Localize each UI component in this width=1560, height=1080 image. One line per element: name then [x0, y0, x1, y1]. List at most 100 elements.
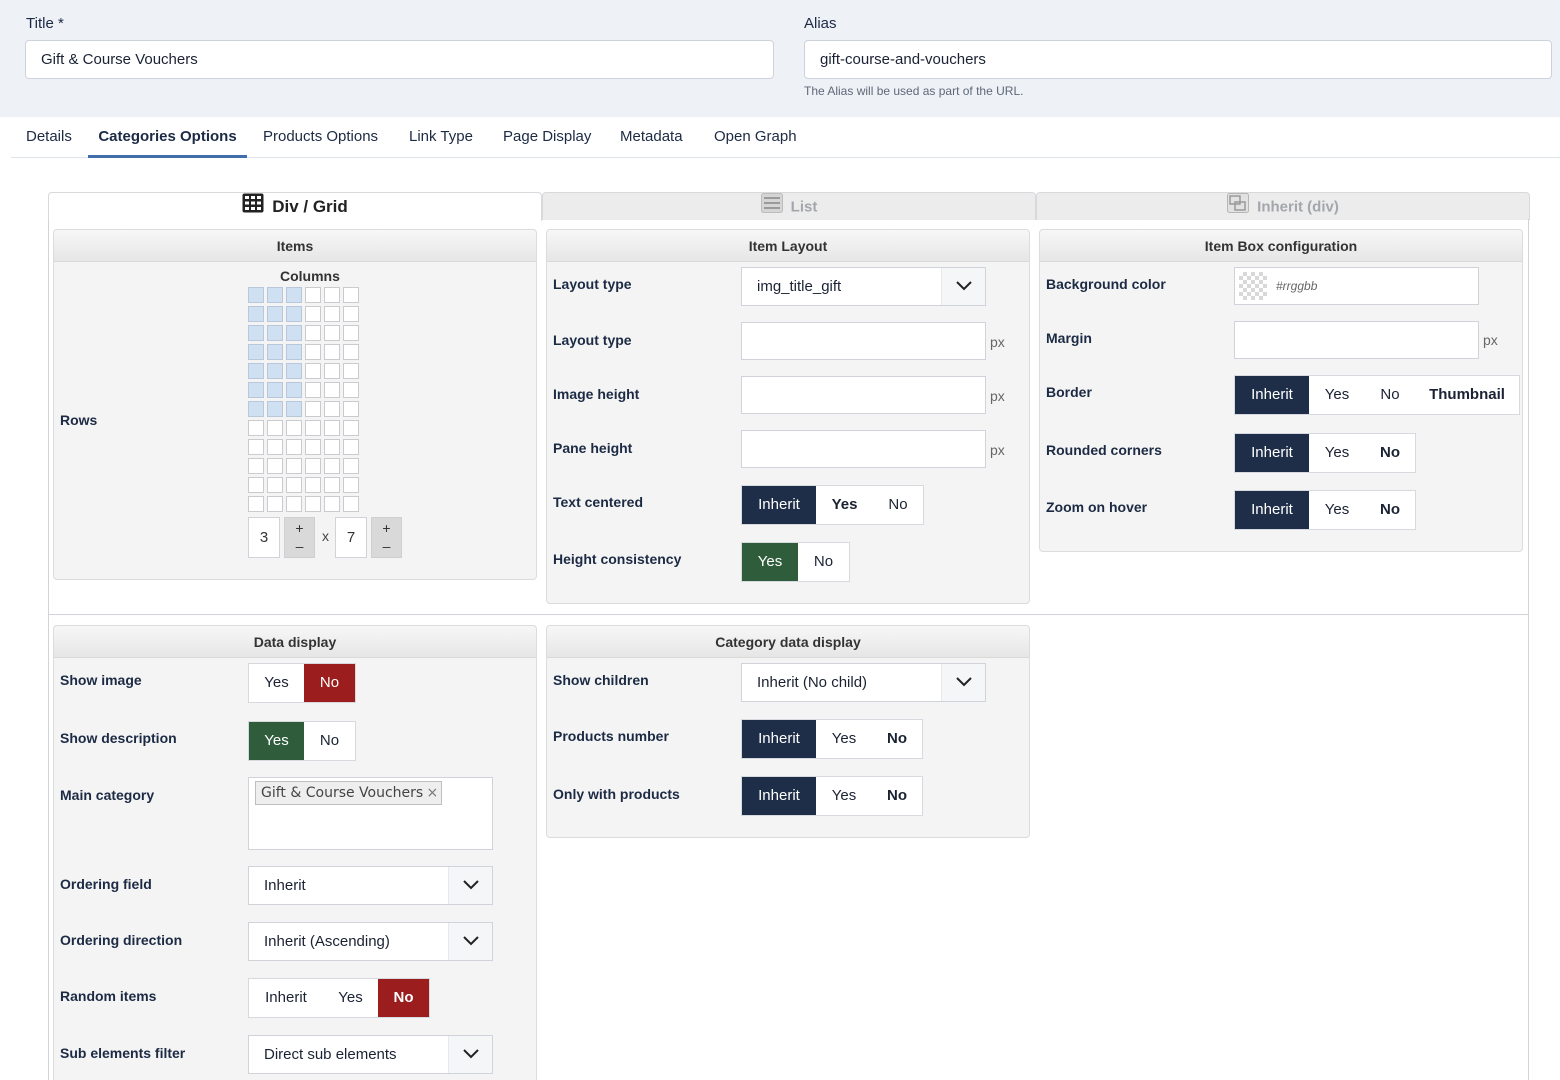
tab-metadata[interactable]: Metadata [620, 128, 683, 145]
grid-cell[interactable] [305, 287, 321, 303]
grid-cell[interactable] [343, 477, 359, 493]
no-button[interactable]: No [1380, 444, 1400, 461]
grid-cell[interactable] [248, 477, 264, 493]
grid-cell[interactable] [267, 439, 283, 455]
alias-input[interactable]: gift-course-and-vouchers [804, 40, 1552, 79]
grid-cell[interactable] [324, 401, 340, 417]
grid-cell[interactable] [305, 325, 321, 341]
grid-cell[interactable] [343, 458, 359, 474]
layout-type-2-input[interactable] [741, 322, 986, 360]
no-button[interactable]: No [319, 732, 340, 749]
grid-cell[interactable] [324, 344, 340, 360]
ordering-field-select[interactable]: Inherit [248, 866, 493, 905]
tab-page-display[interactable]: Page Display [503, 128, 592, 145]
inherit-button[interactable]: Inherit [265, 989, 307, 1006]
yes-button[interactable]: Yes [831, 787, 857, 804]
grid-cell[interactable] [305, 439, 321, 455]
minus-icon[interactable]: – [295, 538, 304, 554]
grid-cell[interactable] [248, 458, 264, 474]
tab-link-type[interactable]: Link Type [409, 128, 473, 145]
grid-cell[interactable] [286, 325, 302, 341]
grid-cell[interactable] [343, 382, 359, 398]
margin-input[interactable] [1234, 321, 1479, 359]
tab-categories-options[interactable]: Categories Options [88, 117, 247, 158]
grid-cell[interactable] [286, 287, 302, 303]
grid-cell[interactable] [343, 420, 359, 436]
grid-cell[interactable] [305, 477, 321, 493]
grid-cell[interactable] [248, 344, 264, 360]
yes-button[interactable]: Yes [1324, 444, 1350, 461]
chevron-down-icon[interactable] [941, 664, 985, 701]
rows-stepper[interactable]: + – [371, 517, 402, 558]
tab-products-options[interactable]: Products Options [263, 128, 379, 145]
yes-button[interactable]: Yes [742, 543, 798, 581]
chevron-down-icon[interactable] [448, 867, 492, 904]
ordering-direction-select[interactable]: Inherit (Ascending) [248, 922, 493, 961]
rows-count[interactable]: 7 [335, 517, 367, 558]
tab-open-graph[interactable]: Open Graph [714, 128, 797, 145]
plus-icon[interactable]: + [295, 520, 304, 536]
grid-cell[interactable] [267, 401, 283, 417]
grid-cell[interactable] [286, 363, 302, 379]
yes-button[interactable]: Yes [338, 989, 363, 1006]
grid-cell[interactable] [343, 401, 359, 417]
grid-cell[interactable] [286, 344, 302, 360]
grid-cell[interactable] [343, 363, 359, 379]
grid-cell[interactable] [324, 363, 340, 379]
no-button[interactable]: No [1380, 386, 1400, 403]
remove-tag-icon[interactable]: × [426, 785, 439, 801]
inherit-button[interactable]: Inherit [742, 777, 816, 815]
chevron-down-icon[interactable] [448, 923, 492, 960]
yes-button[interactable]: Yes [831, 730, 857, 747]
color-swatch[interactable] [1239, 272, 1267, 300]
sub-elements-filter-select[interactable]: Direct sub elements [248, 1035, 493, 1074]
grid-cell[interactable] [343, 439, 359, 455]
plus-icon[interactable]: + [382, 520, 391, 536]
grid-cell[interactable] [248, 306, 264, 322]
grid-cell[interactable] [267, 382, 283, 398]
no-button[interactable]: No [1380, 501, 1400, 518]
grid-cell[interactable] [267, 420, 283, 436]
grid-cell[interactable] [267, 477, 283, 493]
minus-icon[interactable]: – [382, 538, 391, 554]
no-button[interactable]: No [887, 787, 907, 804]
show-children-select[interactable]: Inherit (No child) [741, 663, 986, 702]
grid-cell[interactable] [248, 420, 264, 436]
tab-details[interactable]: Details [26, 128, 72, 145]
grid-cell[interactable] [324, 439, 340, 455]
grid-cell[interactable] [267, 363, 283, 379]
grid-cell[interactable] [343, 287, 359, 303]
grid-cell[interactable] [324, 306, 340, 322]
yes-button[interactable]: Yes [831, 496, 858, 513]
layout-type-select[interactable]: img_title_gift [741, 267, 986, 306]
grid-cell[interactable] [343, 325, 359, 341]
grid-cell[interactable] [286, 458, 302, 474]
grid-cell[interactable] [267, 344, 283, 360]
grid-cell[interactable] [343, 344, 359, 360]
no-button[interactable]: No [888, 496, 908, 513]
grid-cell[interactable] [324, 458, 340, 474]
title-input[interactable]: Gift & Course Vouchers [25, 40, 774, 79]
grid-cell[interactable] [324, 420, 340, 436]
grid-cell[interactable] [267, 458, 283, 474]
grid-cell[interactable] [248, 382, 264, 398]
grid-cell[interactable] [305, 420, 321, 436]
grid-cell[interactable] [305, 382, 321, 398]
no-button[interactable]: No [304, 664, 355, 702]
no-button[interactable]: No [378, 979, 429, 1017]
grid-cell[interactable] [324, 496, 340, 512]
background-color-input[interactable]: #rrggbb [1234, 267, 1479, 305]
display-tab-list[interactable]: List [542, 192, 1036, 220]
chevron-down-icon[interactable] [941, 268, 985, 305]
columns-stepper[interactable]: + – [284, 517, 315, 558]
grid-cell[interactable] [248, 325, 264, 341]
grid-cell[interactable] [267, 287, 283, 303]
grid-cell[interactable] [248, 287, 264, 303]
grid-cell[interactable] [305, 401, 321, 417]
grid-cell[interactable] [305, 306, 321, 322]
grid-cell[interactable] [324, 325, 340, 341]
grid-cell[interactable] [305, 496, 321, 512]
columns-count[interactable]: 3 [248, 517, 280, 558]
grid-cell[interactable] [305, 458, 321, 474]
grid-cell[interactable] [248, 363, 264, 379]
